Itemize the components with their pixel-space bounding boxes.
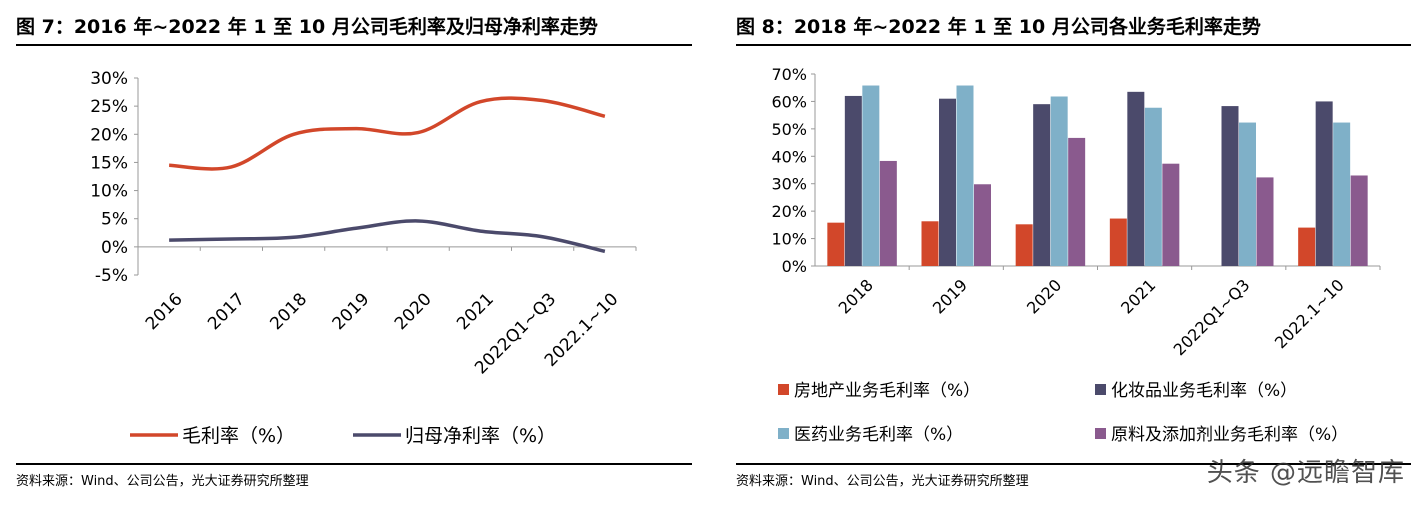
x-tick-label: 2019 <box>929 275 971 317</box>
bar-chart-business-margins: 0% 10% 20% 30% 40% 50% 60% 70% 2018 2019 2020 2021 2… <box>771 65 1381 445</box>
legend-label: 房地产业务毛利率（%） <box>794 381 980 401</box>
legend-swatch <box>778 428 789 439</box>
bar-materials <box>974 184 991 266</box>
x-tick-label: 2020 <box>1023 275 1065 317</box>
bar-real-estate <box>827 222 845 266</box>
x-tick-label: 2022.1~10 <box>1271 275 1348 352</box>
legend-label: 毛利率（%） <box>182 425 295 447</box>
line-chart-margins: -5% 0% 5% 10% 15% 20% 25% 30% 2016 2017 2018 2019 20… <box>90 69 637 447</box>
figure-8-source: 资料来源：Wind、公司公告，光大证券研究所整理 <box>736 474 1029 489</box>
y-tick-label: 70% <box>771 65 807 84</box>
bar-materials <box>1068 137 1086 266</box>
bar-medicine <box>1144 107 1162 266</box>
y-tick-label: 30% <box>90 69 128 89</box>
legend-label: 医药业务毛利率（%） <box>794 425 963 445</box>
bar-materials <box>1256 177 1274 266</box>
bar-medicine <box>1333 122 1351 266</box>
bar-medicine <box>1239 122 1256 266</box>
bar-real-estate <box>1298 227 1316 266</box>
source-rule <box>736 463 1411 465</box>
legend-label: 原料及添加剂业务毛利率（%） <box>1111 425 1348 445</box>
figure-7-title: 图 7：2016 年~2022 年 1 至 10 月公司毛利率及归母净利率走势 <box>16 16 598 38</box>
title-rule <box>736 44 1411 46</box>
figure-8-title: 图 8：2018 年~2022 年 1 至 10 月公司各业务毛利率走势 <box>736 16 1261 38</box>
bar-materials <box>1350 175 1368 266</box>
bar-cosmetics <box>1127 91 1145 266</box>
series-line-gross-margin <box>169 96 606 171</box>
source-rule <box>16 463 692 465</box>
chart-panel-business-margin: 图 8：2018 年~2022 年 1 至 10 月公司各业务毛利率走势 0% 1… <box>720 0 1419 507</box>
x-tick-label: 2018 <box>835 275 877 317</box>
bar-medicine <box>956 85 974 266</box>
y-tick-label: 10% <box>771 230 807 249</box>
y-tick-label: 5% <box>101 210 128 230</box>
x-tick-label: 2017 <box>204 289 249 334</box>
bar-cosmetics <box>939 98 956 266</box>
y-tick-label: 40% <box>771 147 807 166</box>
y-tick-label: 0% <box>782 257 807 276</box>
y-tick-label: 25% <box>90 97 128 117</box>
bar-cosmetics <box>844 95 862 266</box>
legend-label: 化妆品业务毛利率（%） <box>1111 381 1297 401</box>
bar-medicine <box>862 85 880 266</box>
bar-cosmetics <box>1221 106 1239 266</box>
figure-7-source: 资料来源：Wind、公司公告，光大证券研究所整理 <box>16 474 309 489</box>
legend-label: 归母净利率（%） <box>405 425 556 447</box>
y-tick-label: 20% <box>771 202 807 221</box>
legend-swatch <box>1095 428 1106 439</box>
x-tick-label: 2021 <box>1117 275 1159 317</box>
y-tick-label: 30% <box>771 175 807 194</box>
y-tick-label: 50% <box>771 120 807 139</box>
bar-real-estate <box>1109 218 1127 266</box>
bar-cosmetics <box>1033 104 1051 266</box>
y-tick-label: 0% <box>101 238 128 258</box>
y-tick-label: 20% <box>90 125 128 145</box>
x-tick-label: 2018 <box>266 289 311 334</box>
bar-materials <box>1162 163 1180 266</box>
bar-cosmetics <box>1315 101 1333 266</box>
x-tick-label: 2020 <box>391 289 436 334</box>
series-line-net-margin <box>169 219 606 254</box>
legend-swatch <box>778 384 789 395</box>
chart-panel-gross-net-margin: 图 7：2016 年~2022 年 1 至 10 月公司毛利率及归母净利率走势 … <box>0 0 700 507</box>
title-rule <box>16 44 692 46</box>
y-tick-label: 60% <box>771 92 807 111</box>
x-tick-label: 2019 <box>329 289 374 334</box>
x-tick-label: 2021 <box>453 289 498 334</box>
bar-materials <box>879 160 897 266</box>
x-tick-label: 2016 <box>142 289 187 334</box>
x-tick-label: 2022Q1~Q3 <box>1170 275 1254 359</box>
bar-real-estate <box>921 221 939 266</box>
bar-medicine <box>1050 96 1068 266</box>
y-tick-label: 10% <box>90 182 128 202</box>
legend-swatch <box>1095 384 1106 395</box>
y-tick-label: -5% <box>95 266 128 286</box>
watermark: 头条 @远瞻智库 <box>1206 458 1405 488</box>
y-tick-label: 15% <box>90 153 128 173</box>
bar-real-estate <box>1015 224 1033 266</box>
